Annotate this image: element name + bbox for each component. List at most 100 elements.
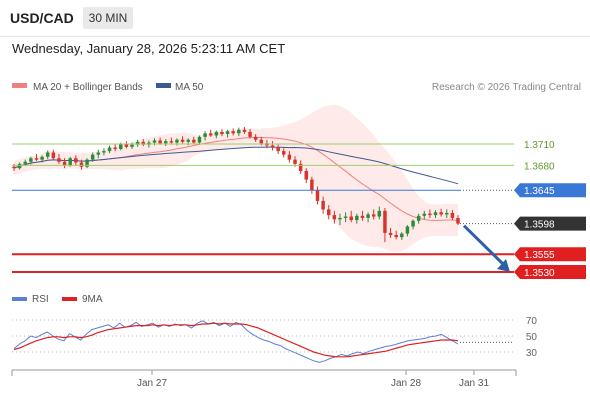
candle-body xyxy=(242,129,247,132)
candle xyxy=(450,210,455,221)
candle-body xyxy=(119,144,123,149)
candle xyxy=(304,168,308,184)
candle xyxy=(366,212,370,223)
candle xyxy=(253,134,258,142)
candle xyxy=(74,155,78,166)
candle-body xyxy=(456,217,460,224)
candle-body xyxy=(96,152,101,155)
candle-body xyxy=(388,232,393,236)
candle-body xyxy=(270,145,275,148)
candle xyxy=(371,209,376,220)
candle xyxy=(85,158,89,169)
candle xyxy=(79,159,84,170)
candle xyxy=(383,208,387,243)
support-label: 1.3530 xyxy=(524,268,555,279)
candle xyxy=(51,149,56,160)
candle-body xyxy=(68,158,72,166)
candle-body xyxy=(439,212,443,215)
candle-body xyxy=(12,166,16,169)
candle xyxy=(62,158,67,169)
candle-body xyxy=(371,214,376,217)
candle-body xyxy=(225,131,230,135)
chart-datetime: Wednesday, January 28, 2026 5:23:11 AM C… xyxy=(12,41,286,56)
candle-body xyxy=(214,131,219,136)
candle-body xyxy=(208,133,213,136)
rsi-line xyxy=(13,320,459,363)
time-axis: Jan 27 Jan 28 Jan 31 xyxy=(11,369,517,389)
candle-body xyxy=(394,235,398,238)
candle-body xyxy=(377,210,382,217)
ma20-legend-swatch xyxy=(12,83,27,88)
rsi-ma-legend-swatch xyxy=(62,297,77,301)
candle-body xyxy=(287,154,292,160)
candle-body xyxy=(326,209,331,216)
candle-body xyxy=(192,139,196,143)
candle xyxy=(394,230,398,240)
candle-body xyxy=(113,147,117,149)
candle-body xyxy=(74,158,78,163)
candle xyxy=(208,129,213,137)
candle-body xyxy=(237,129,241,134)
candle xyxy=(332,210,337,224)
timeframe-button[interactable]: 30 MIN xyxy=(83,7,133,29)
candle-body xyxy=(130,144,134,147)
resistance-label: 1.3680 xyxy=(524,161,555,172)
chart-header: USD/CAD 30 MIN xyxy=(0,0,590,37)
candle-body xyxy=(338,217,342,220)
candle xyxy=(180,136,185,144)
candle-body xyxy=(332,215,337,220)
candle xyxy=(310,176,314,194)
candle xyxy=(456,215,460,226)
candle-body xyxy=(169,141,174,143)
candle-body xyxy=(276,147,280,152)
candle xyxy=(428,209,432,218)
candle xyxy=(90,152,95,162)
candle xyxy=(57,153,61,164)
candle xyxy=(124,141,129,149)
candle xyxy=(326,205,331,220)
price-levels: 1.3710 1.3680 1.3645 1.3598 1.3555 1.3530 xyxy=(12,140,586,279)
candle-body xyxy=(62,161,67,166)
candle-body xyxy=(220,131,224,135)
candle-body xyxy=(259,139,264,144)
currency-pair-title: USD/CAD xyxy=(10,10,74,26)
candle-body xyxy=(315,190,320,201)
candle-body xyxy=(416,215,421,221)
candle xyxy=(433,210,438,218)
candle xyxy=(248,129,252,139)
rsi-legend-swatch xyxy=(12,297,27,301)
rsi-tick-label: 30 xyxy=(526,348,538,359)
candle xyxy=(45,150,50,159)
candle-body xyxy=(445,212,449,215)
candle xyxy=(102,148,106,156)
candle xyxy=(29,156,33,165)
candle-body xyxy=(124,144,129,147)
candle-body xyxy=(355,215,359,221)
candle-body xyxy=(107,147,112,152)
pivot-tag xyxy=(514,183,586,198)
candle-body xyxy=(45,152,50,157)
candle-body xyxy=(298,163,303,172)
candle-body xyxy=(343,216,348,218)
support-tag xyxy=(514,247,586,262)
candle xyxy=(315,186,320,205)
candle xyxy=(343,212,348,223)
candle xyxy=(377,206,382,220)
candle-body xyxy=(450,212,455,218)
candle xyxy=(282,148,286,158)
forecast-arrow-shaft xyxy=(462,224,506,267)
candle-body xyxy=(405,226,410,234)
candle xyxy=(192,136,196,144)
candle-body xyxy=(90,154,95,160)
candle xyxy=(231,128,235,136)
candle xyxy=(242,126,247,135)
bollinger-band xyxy=(14,104,458,252)
candle-body xyxy=(293,159,297,164)
candle xyxy=(445,209,449,218)
candle-body xyxy=(282,151,286,155)
time-axis-label: Jan 31 xyxy=(459,378,489,389)
candle-body xyxy=(17,163,22,169)
candle xyxy=(298,160,303,174)
candle-body xyxy=(422,213,427,216)
